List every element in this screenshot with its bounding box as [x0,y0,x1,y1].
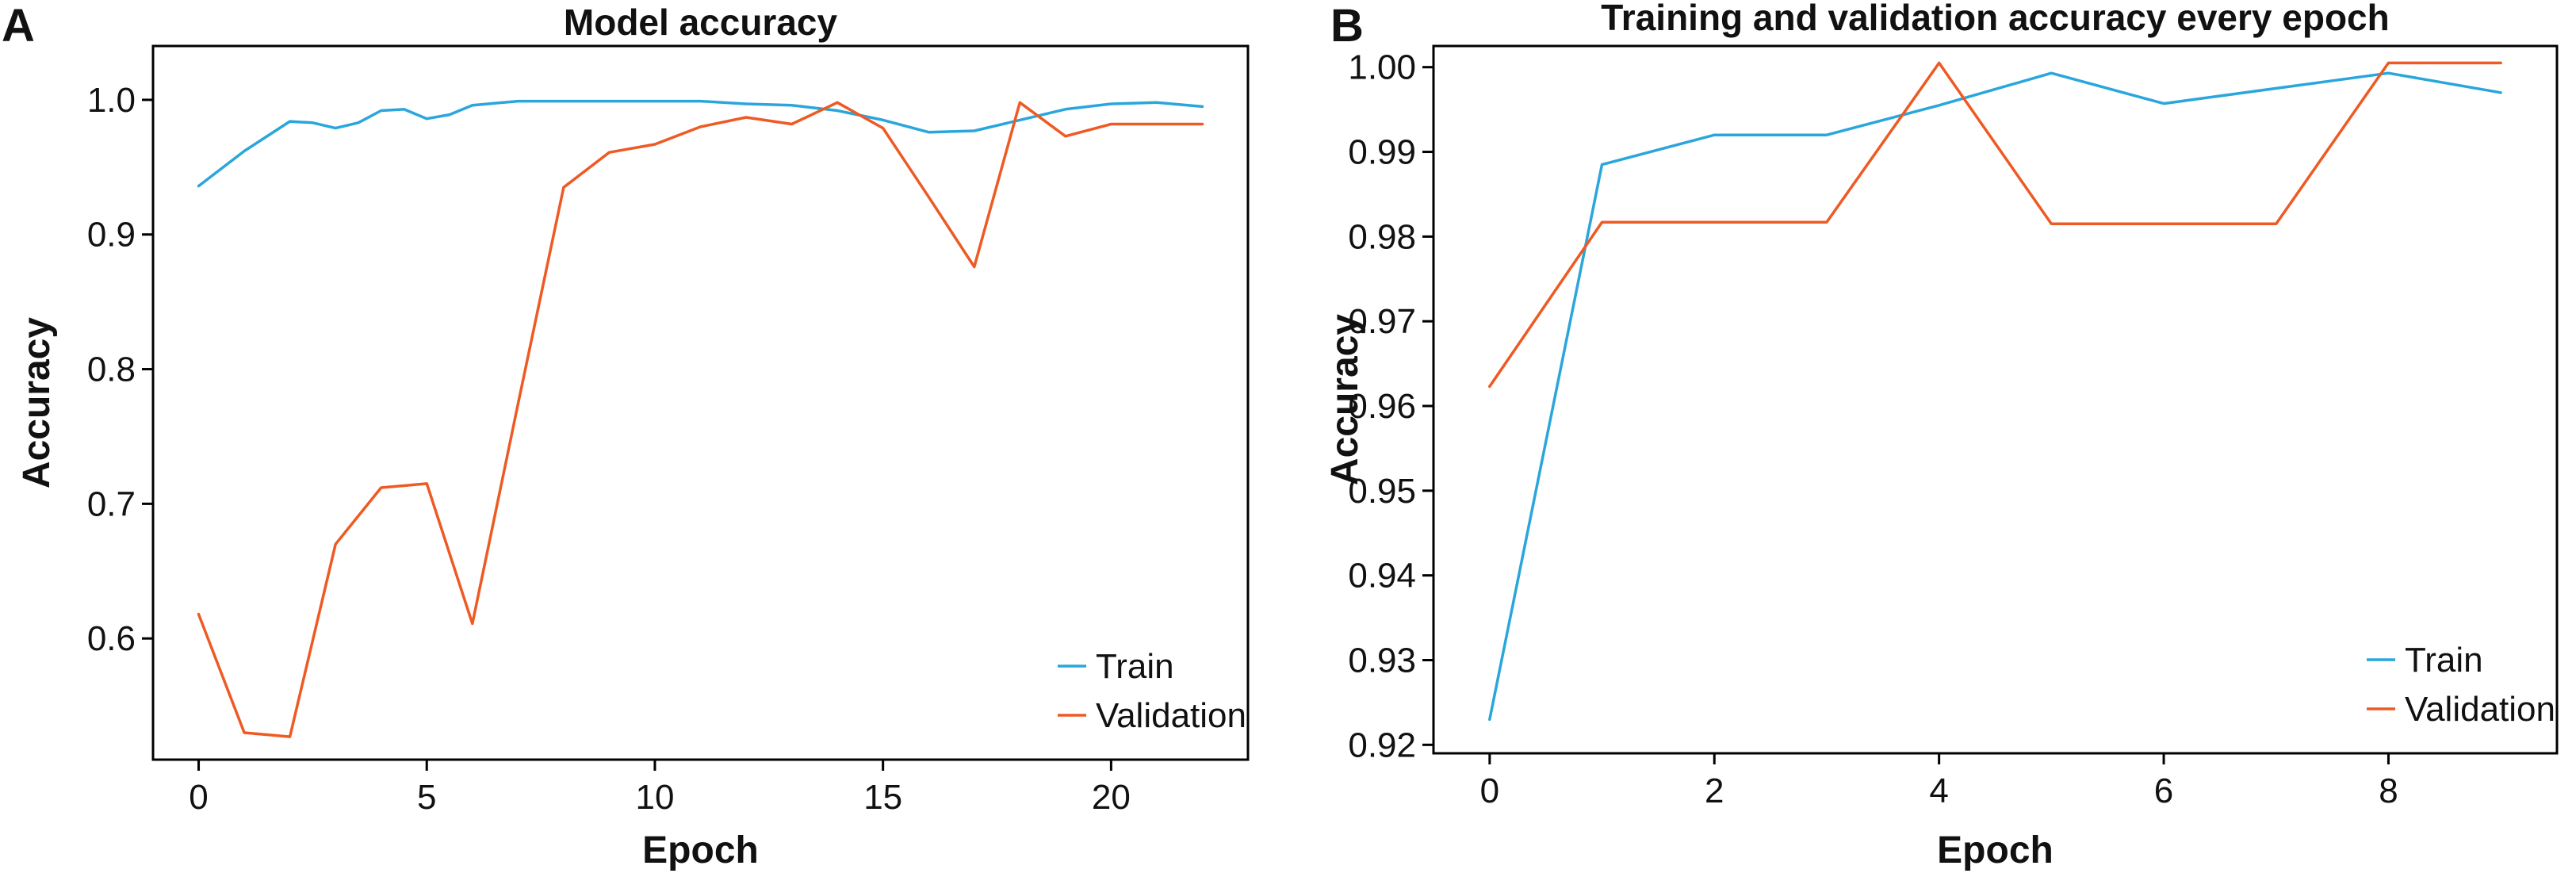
y-tick-label: 0.7 [87,484,136,523]
y-axis-label: Accuracy [16,317,58,488]
y-tick-label: 0.98 [1348,217,1416,256]
x-tick-label: 6 [2154,772,2173,810]
x-tick-label: 20 [1092,778,1131,817]
x-axis-label: Epoch [1937,829,2054,871]
x-tick-label: 2 [1705,772,1724,810]
y-tick-label: 1.00 [1348,48,1416,87]
panel-letter: B [1330,0,1364,52]
series-line-validation [1488,61,2502,389]
x-tick-label: 4 [1929,772,1948,810]
y-tick-label: 0.94 [1348,557,1416,596]
x-tick-label: 5 [417,778,436,817]
y-tick-label: 0.93 [1348,641,1416,680]
x-tick-label: 0 [1480,772,1499,810]
panel-b: B Training and validation accuracy every … [1324,0,2559,871]
legend-label: Train [2405,641,2483,680]
x-tick-label: 10 [635,778,674,817]
series-line-validation [197,101,1204,738]
y-tick-label: 0.6 [87,619,136,658]
x-tick-label: 8 [2379,772,2398,810]
legend-label: Validation [1096,696,1246,735]
x-axis-label: Epoch [642,829,759,871]
panel-a: A Model accuracy 0.6 0.7 0.8 0.9 1.0 0 5 10 15 20 Ep… [2,0,1250,871]
y-tick-label: 0.9 [87,216,136,255]
y-tick-label: 0.92 [1348,726,1416,764]
panel-letter: A [2,0,35,52]
chart-title: Model accuracy [564,2,838,43]
y-tick-label: 1.0 [87,81,136,120]
legend-label: Train [1096,647,1174,686]
chart-title: Training and validation accuracy every e… [1601,0,2389,38]
plot-frame [151,44,1250,761]
y-tick-label: 0.97 [1348,302,1416,341]
series-line-train [1488,71,2502,722]
y-tick-label: 0.96 [1348,387,1416,426]
y-tick-label: 0.8 [87,350,136,389]
plot-frame [1432,44,2559,755]
y-tick-label: 0.99 [1348,133,1416,172]
x-tick-label: 15 [863,778,902,817]
series-line-train [197,99,1204,188]
legend-label: Validation [2405,690,2555,729]
y-tick-label: 0.95 [1348,472,1416,511]
y-axis-label: Accuracy [1324,314,1366,485]
x-tick-label: 0 [189,778,208,817]
